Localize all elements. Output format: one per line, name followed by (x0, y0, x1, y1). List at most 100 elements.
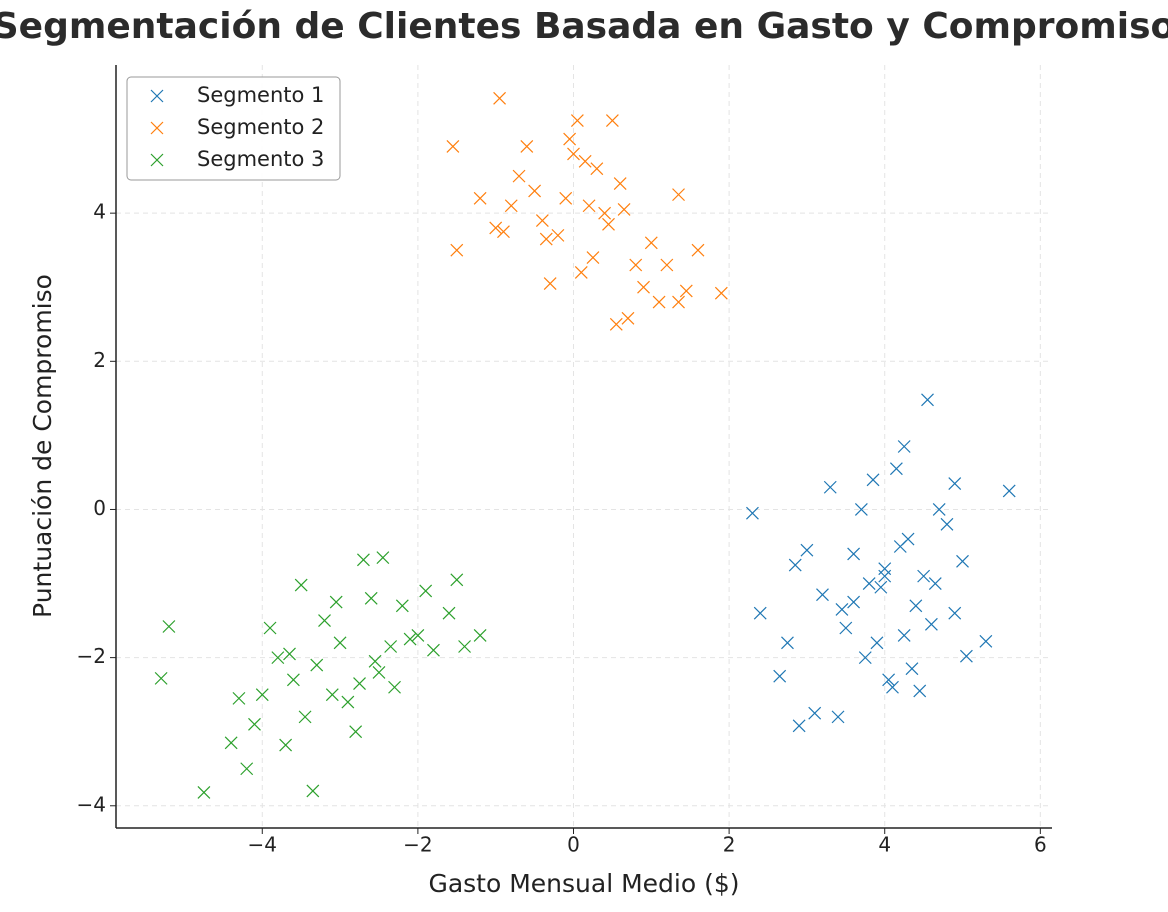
point (781, 636, 794, 650)
point (162, 620, 176, 633)
point (559, 191, 573, 205)
point (446, 140, 460, 153)
point (831, 710, 845, 724)
point (582, 199, 596, 213)
point (959, 649, 973, 663)
point (882, 673, 896, 687)
point (578, 154, 592, 168)
point (450, 573, 464, 587)
point (504, 199, 518, 213)
point (388, 680, 401, 694)
point (866, 473, 880, 487)
point (306, 784, 320, 798)
point (489, 221, 503, 235)
point (497, 225, 510, 239)
point (286, 673, 300, 687)
point (458, 640, 471, 653)
point (473, 628, 487, 642)
point (816, 588, 829, 602)
point (271, 651, 285, 665)
y-tick-label: −4 (77, 792, 106, 816)
point (512, 169, 526, 183)
point (714, 286, 728, 300)
point (878, 569, 892, 583)
point (364, 591, 378, 605)
point (154, 671, 168, 685)
x-tick-label: 4 (878, 833, 891, 857)
point (889, 462, 903, 476)
point (602, 217, 615, 231)
point (279, 738, 293, 752)
point (679, 284, 693, 298)
legend-label: Segmento 3 (197, 147, 324, 171)
legend-marker (150, 89, 164, 103)
point (590, 162, 604, 176)
x-axis-label: Gasto Mensual Medio ($) (428, 869, 739, 898)
point (746, 506, 759, 520)
point (858, 651, 872, 665)
point (283, 647, 296, 661)
point (644, 236, 658, 250)
point (940, 517, 954, 531)
point (450, 243, 464, 257)
point (349, 725, 363, 739)
point (948, 477, 962, 490)
point (847, 595, 861, 609)
point (570, 114, 584, 127)
legend-marker (150, 153, 164, 167)
point (403, 632, 417, 646)
point (325, 688, 339, 702)
point (353, 677, 366, 690)
y-tick-label: 4 (93, 200, 106, 224)
point (318, 614, 331, 628)
point (248, 717, 261, 731)
point (909, 599, 923, 613)
point (948, 606, 962, 620)
point (932, 503, 946, 516)
point (240, 762, 254, 776)
point (924, 617, 938, 631)
y-tick-label: 2 (93, 348, 106, 372)
x-tick-label: 6 (1034, 833, 1047, 857)
point (384, 640, 398, 653)
legend-marker (150, 121, 164, 135)
point (543, 277, 557, 290)
y-tick-label: −2 (77, 644, 106, 668)
point (567, 147, 580, 161)
point (823, 480, 837, 494)
x-tick-label: 2 (723, 833, 736, 857)
point (333, 636, 347, 650)
point (341, 695, 355, 709)
point (617, 203, 631, 216)
point (232, 691, 246, 705)
point (792, 719, 806, 733)
point (613, 177, 627, 190)
point (917, 569, 931, 583)
point (356, 553, 370, 567)
point (368, 654, 382, 668)
point (376, 551, 390, 565)
point (224, 736, 238, 750)
point (1002, 484, 1016, 498)
point (847, 547, 861, 561)
point (886, 680, 899, 694)
point (586, 251, 600, 265)
point (652, 295, 666, 309)
point (255, 688, 269, 702)
point (672, 295, 685, 309)
point (901, 532, 915, 546)
point (329, 595, 343, 609)
point (660, 258, 674, 272)
point (897, 628, 911, 642)
legend-box (126, 76, 341, 181)
point (528, 184, 542, 198)
point (411, 628, 425, 642)
y-tick-label: 0 (93, 496, 106, 520)
point (442, 606, 456, 620)
point (839, 621, 853, 635)
x-tick-label: 0 (567, 833, 580, 857)
chart-title: Segmentación de Clientes Basada en Gasto… (0, 6, 1168, 47)
point (788, 558, 802, 572)
point (598, 206, 612, 220)
